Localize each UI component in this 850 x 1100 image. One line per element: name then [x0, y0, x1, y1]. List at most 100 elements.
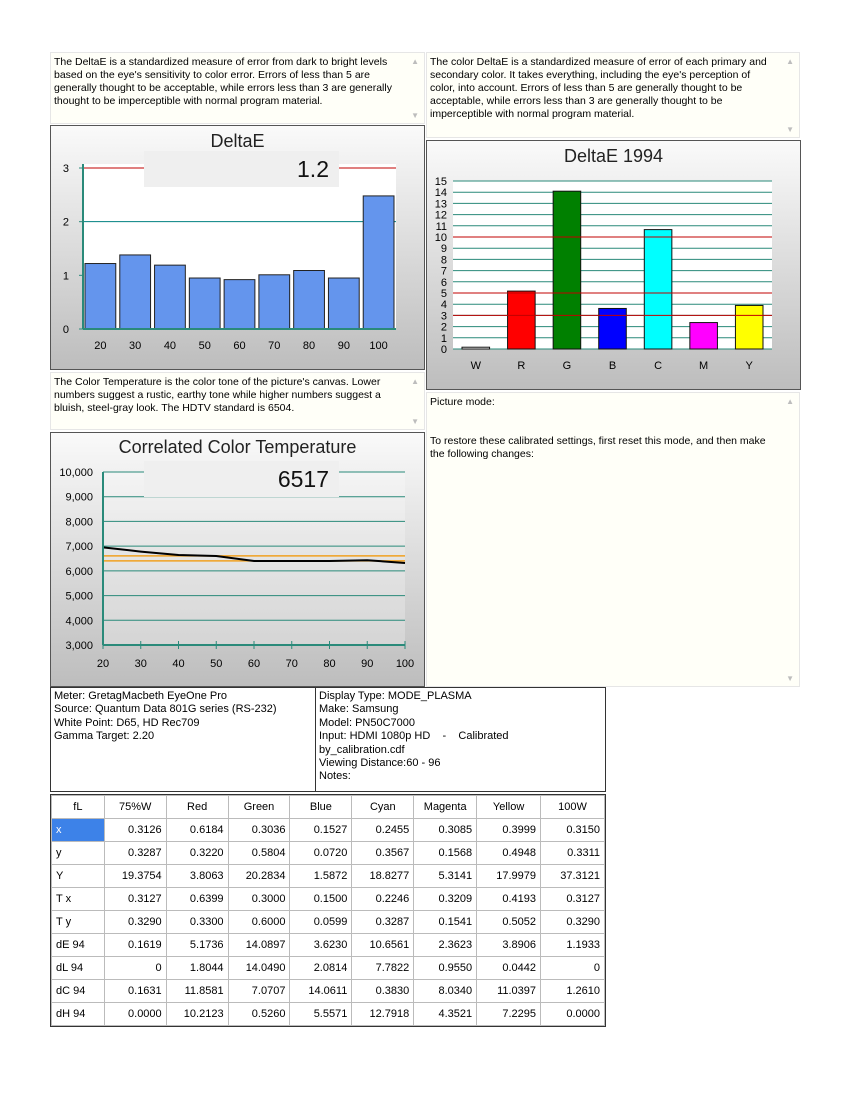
table-cell[interactable]: 0.1568 — [413, 841, 478, 865]
scroll-up-icon[interactable]: ▲ — [411, 377, 419, 386]
table-header-cell[interactable]: 100W — [540, 795, 605, 819]
table-cell[interactable]: 0.9550 — [413, 956, 478, 980]
table-cell[interactable]: 0.3126 — [103, 818, 167, 842]
table-cell[interactable]: 0.1619 — [103, 933, 167, 957]
table-cell[interactable]: 14.0611 — [289, 979, 353, 1003]
table-cell[interactable]: 11.0397 — [476, 979, 542, 1003]
table-header-cell[interactable]: Green — [227, 795, 291, 819]
table-cell[interactable]: 0.6184 — [165, 818, 229, 842]
table-cell[interactable]: 0.0442 — [476, 956, 542, 980]
table-header-cell[interactable]: Blue — [289, 795, 353, 819]
table-cell[interactable]: 0.5804 — [227, 841, 291, 865]
table-cell[interactable]: 1.2610 — [540, 979, 605, 1003]
row-label-cell[interactable]: x — [51, 818, 105, 842]
scroll-up-icon[interactable]: ▲ — [786, 57, 794, 66]
table-cell[interactable]: 20.2834 — [227, 864, 291, 888]
table-cell[interactable]: 2.0814 — [289, 956, 353, 980]
table-cell[interactable]: 0.3036 — [227, 818, 291, 842]
table-cell[interactable]: 0.3287 — [351, 910, 415, 934]
table-cell[interactable]: 0.1527 — [289, 818, 353, 842]
table-cell[interactable]: 0.3311 — [540, 841, 605, 865]
table-cell[interactable]: 0.3127 — [103, 887, 167, 911]
table-cell[interactable]: 4.3521 — [413, 1002, 478, 1026]
table-header-cell[interactable]: 75%W — [103, 795, 167, 819]
table-header-cell[interactable]: Red — [165, 795, 229, 819]
row-label-cell[interactable]: y — [51, 841, 105, 865]
table-cell[interactable]: 0.3209 — [413, 887, 478, 911]
color-temp-description-box[interactable]: The Color Temperature is the color tone … — [50, 372, 425, 430]
table-cell[interactable]: 0.1631 — [103, 979, 167, 1003]
table-cell[interactable]: 0.0720 — [289, 841, 353, 865]
table-cell[interactable]: 0.0000 — [103, 1002, 167, 1026]
table-cell[interactable]: 0.3999 — [476, 818, 542, 842]
table-cell[interactable]: 14.0490 — [227, 956, 291, 980]
table-cell[interactable]: 0.3085 — [413, 818, 478, 842]
scroll-down-icon[interactable]: ▼ — [786, 674, 794, 683]
table-cell[interactable]: 17.9979 — [476, 864, 542, 888]
scroll-up-icon[interactable]: ▲ — [786, 397, 794, 406]
table-cell[interactable]: 14.0897 — [227, 933, 291, 957]
table-cell[interactable]: 7.7822 — [351, 956, 415, 980]
table-cell[interactable]: 0.4948 — [476, 841, 542, 865]
row-label-cell[interactable]: dC 94 — [51, 979, 105, 1003]
scroll-down-icon[interactable]: ▼ — [411, 417, 419, 426]
table-cell[interactable]: 0.5260 — [227, 1002, 291, 1026]
table-cell[interactable]: 5.5571 — [289, 1002, 353, 1026]
table-cell[interactable]: 7.0707 — [227, 979, 291, 1003]
table-cell[interactable]: 5.3141 — [413, 864, 478, 888]
table-cell[interactable]: 3.8906 — [476, 933, 542, 957]
table-cell[interactable]: 0.3290 — [103, 910, 167, 934]
table-header-cell[interactable]: Cyan — [351, 795, 415, 819]
table-cell[interactable]: 8.0340 — [413, 979, 478, 1003]
table-cell[interactable]: 0.4193 — [476, 887, 542, 911]
row-label-cell[interactable]: dH 94 — [51, 1002, 105, 1026]
table-cell[interactable]: 0.2246 — [351, 887, 415, 911]
scroll-down-icon[interactable]: ▼ — [411, 111, 419, 120]
table-cell[interactable]: 0.1500 — [289, 887, 353, 911]
table-cell[interactable]: 0.3220 — [165, 841, 229, 865]
row-label-cell[interactable]: dE 94 — [51, 933, 105, 957]
table-cell[interactable]: 0 — [540, 956, 605, 980]
table-cell[interactable]: 7.2295 — [476, 1002, 542, 1026]
table-cell[interactable]: 1.1933 — [540, 933, 605, 957]
table-cell[interactable]: 18.8277 — [351, 864, 415, 888]
table-cell[interactable]: 0.3300 — [165, 910, 229, 934]
table-cell[interactable]: 0.5052 — [476, 910, 542, 934]
table-cell[interactable]: 0.1541 — [413, 910, 478, 934]
table-cell[interactable]: 1.5872 — [289, 864, 353, 888]
color-deltae-description-box[interactable]: The color DeltaE is a standardized measu… — [426, 52, 800, 138]
deltae-description-box[interactable]: The DeltaE is a standardized measure of … — [50, 52, 425, 124]
table-cell[interactable]: 0.0000 — [540, 1002, 605, 1026]
table-cell[interactable]: 0.2455 — [351, 818, 415, 842]
table-cell[interactable]: 37.3121 — [540, 864, 605, 888]
table-cell[interactable]: 0.3127 — [540, 887, 605, 911]
table-header-cell[interactable]: Magenta — [413, 795, 478, 819]
table-header-cell[interactable]: Yellow — [476, 795, 542, 819]
table-cell[interactable]: 0.3000 — [227, 887, 291, 911]
scroll-down-icon[interactable]: ▼ — [786, 125, 794, 134]
table-cell[interactable]: 0.3830 — [351, 979, 415, 1003]
row-label-cell[interactable]: dL 94 — [51, 956, 105, 980]
table-cell[interactable]: 0 — [103, 956, 167, 980]
table-cell[interactable]: 0.6000 — [227, 910, 291, 934]
table-cell[interactable]: 0.3150 — [540, 818, 605, 842]
table-cell[interactable]: 0.6399 — [165, 887, 229, 911]
table-cell[interactable]: 0.3287 — [103, 841, 167, 865]
table-cell[interactable]: 3.6230 — [289, 933, 353, 957]
table-cell[interactable]: 12.7918 — [351, 1002, 415, 1026]
picture-mode-box[interactable]: Picture mode: To restore these calibrate… — [426, 392, 800, 687]
table-cell[interactable]: 1.8044 — [165, 956, 229, 980]
row-label-cell[interactable]: Y — [51, 864, 105, 888]
row-label-cell[interactable]: T y — [51, 910, 105, 934]
table-cell[interactable]: 11.8581 — [165, 979, 229, 1003]
table-cell[interactable]: 0.3290 — [540, 910, 605, 934]
table-cell[interactable]: 0.3567 — [351, 841, 415, 865]
table-header-cell[interactable]: fL — [51, 795, 105, 819]
scroll-up-icon[interactable]: ▲ — [411, 57, 419, 66]
table-cell[interactable]: 10.6561 — [351, 933, 415, 957]
table-cell[interactable]: 5.1736 — [165, 933, 229, 957]
table-cell[interactable]: 0.0599 — [289, 910, 353, 934]
table-cell[interactable]: 2.3623 — [413, 933, 478, 957]
table-cell[interactable]: 19.3754 — [103, 864, 167, 888]
table-cell[interactable]: 3.8063 — [165, 864, 229, 888]
